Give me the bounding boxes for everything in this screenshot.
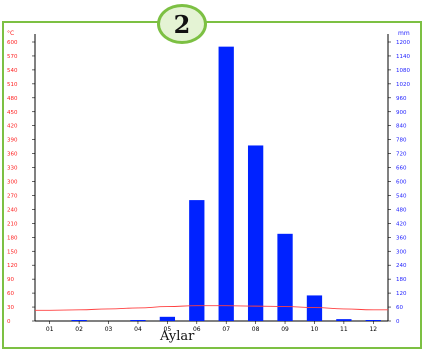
x-tick-label: 04 — [134, 326, 142, 333]
temperature-line — [35, 305, 388, 311]
right-tick-label: 660 — [396, 166, 407, 172]
right-tick-label: 1200 — [396, 40, 410, 46]
right-tick-label: 180 — [396, 277, 407, 283]
right-tick-label: 600 — [396, 180, 407, 186]
precipitation-bar-05 — [159, 316, 176, 321]
precipitation-bar-02 — [71, 320, 87, 321]
x-tick-label: 07 — [222, 326, 230, 333]
right-tick-label: 480 — [396, 207, 407, 213]
precipitation-bar-12 — [365, 320, 381, 321]
left-axis-unit: °C — [7, 30, 14, 37]
precipitation-bar-09 — [277, 233, 293, 321]
x-tick-label: 01 — [46, 326, 54, 333]
x-tick-label: 06 — [193, 326, 201, 333]
left-tick-label: 90 — [7, 277, 14, 283]
left-tick-label: 450 — [7, 110, 18, 116]
left-tick-label: 540 — [7, 68, 18, 74]
left-tick-label: 120 — [7, 263, 18, 269]
x-tick-label: 11 — [340, 326, 348, 333]
left-tick-label: 330 — [7, 166, 18, 172]
left-tick-label: 480 — [7, 96, 18, 102]
chart-border — [2, 21, 422, 349]
right-tick-label: 900 — [396, 110, 407, 116]
left-tick-label: 240 — [7, 207, 18, 213]
left-tick-label: 300 — [7, 180, 18, 186]
precipitation-bar-08 — [247, 145, 264, 321]
left-tick-label: 150 — [7, 249, 18, 255]
right-tick-label: 240 — [396, 263, 407, 269]
right-tick-label: 300 — [396, 249, 407, 255]
right-tick-label: 0 — [396, 319, 400, 325]
x-tick-label: 02 — [75, 326, 83, 333]
right-tick-label: 840 — [396, 124, 407, 130]
right-tick-label: 780 — [396, 138, 407, 144]
left-tick-label: 570 — [7, 54, 18, 60]
right-tick-label: 120 — [396, 291, 407, 297]
left-tick-label: 420 — [7, 124, 18, 130]
precipitation-bar-06 — [189, 200, 205, 321]
precipitation-bar-10 — [306, 295, 323, 321]
left-tick-label: 210 — [7, 221, 18, 227]
right-tick-label: 720 — [396, 152, 407, 158]
right-tick-label: 420 — [396, 221, 407, 227]
right-axis-unit: mm — [398, 30, 410, 37]
right-tick-label: 1140 — [396, 54, 410, 60]
left-tick-label: 360 — [7, 152, 18, 158]
x-tick-label: 03 — [105, 326, 113, 333]
left-tick-label: 60 — [7, 291, 14, 297]
x-tick-label: 09 — [281, 326, 289, 333]
right-tick-label: 1080 — [396, 68, 410, 74]
right-tick-label: 960 — [396, 96, 407, 102]
x-tick-label: 05 — [164, 326, 172, 333]
left-tick-label: 390 — [7, 138, 18, 144]
precipitation-bar-11 — [336, 319, 352, 321]
right-tick-label: 540 — [396, 193, 407, 199]
x-tick-label: 10 — [311, 326, 319, 333]
x-axis-title: Aylar — [160, 329, 195, 344]
figure-number-badge: 2 — [157, 4, 207, 44]
precipitation-bar-04 — [130, 320, 146, 321]
left-tick-label: 0 — [7, 319, 11, 325]
x-tick-label: 08 — [252, 326, 260, 333]
left-tick-label: 30 — [7, 305, 14, 311]
left-tick-label: 510 — [7, 82, 18, 88]
right-tick-label: 360 — [396, 235, 407, 241]
x-tick-label: 12 — [369, 326, 377, 333]
left-tick-label: 270 — [7, 193, 18, 199]
left-tick-label: 600 — [7, 40, 18, 46]
left-tick-label: 180 — [7, 235, 18, 241]
right-tick-label: 60 — [396, 305, 403, 311]
right-tick-label: 1020 — [396, 82, 410, 88]
precipitation-bar-07 — [218, 46, 234, 322]
